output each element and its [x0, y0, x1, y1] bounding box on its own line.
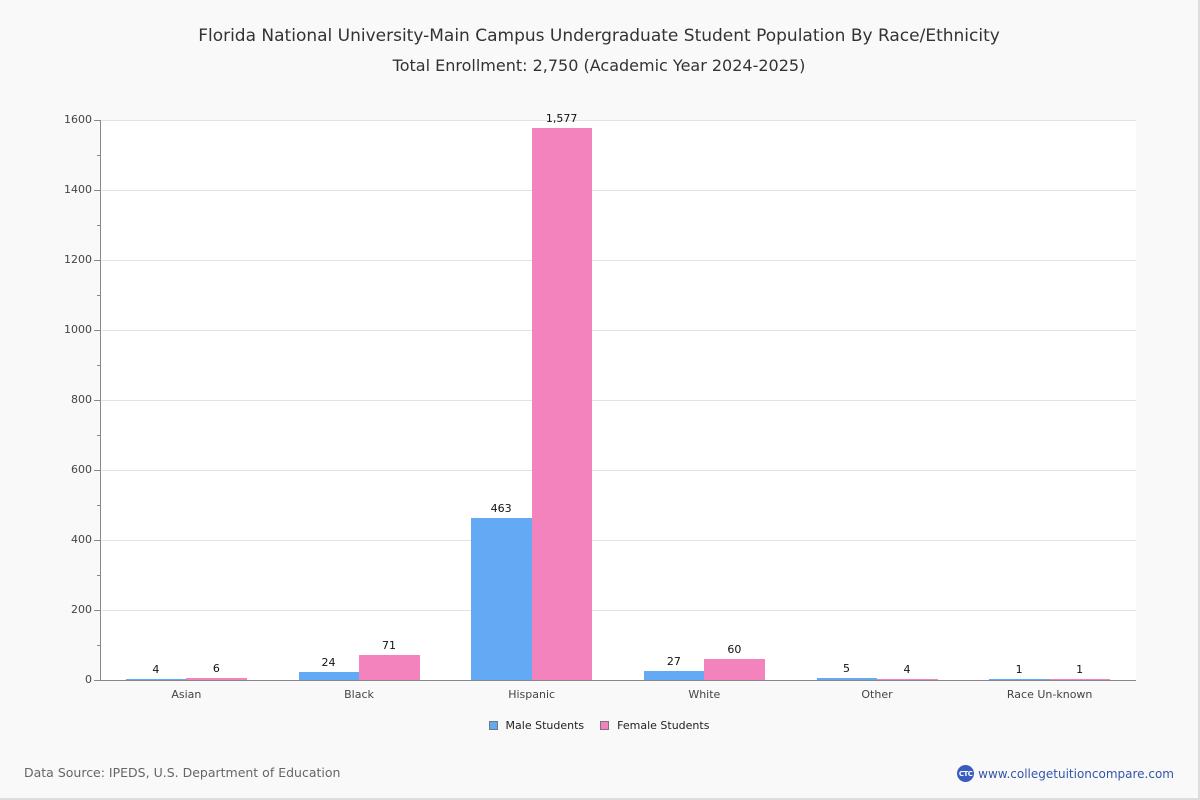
y-tick-mark: [94, 260, 100, 261]
y-tick-label: 1600: [64, 113, 92, 126]
y-tick-mark: [94, 190, 100, 191]
legend-label-male: Male Students: [505, 719, 585, 732]
y-tick-label: 1400: [64, 183, 92, 196]
y-minor-tick: [97, 435, 100, 436]
y-tick-mark: [94, 610, 100, 611]
brand-link[interactable]: CTC www.collegetuitioncompare.com: [957, 765, 1174, 782]
chart-title: Florida National University-Main Campus …: [198, 26, 1000, 46]
bar-male-other[interactable]: [816, 678, 877, 680]
bar-female-black[interactable]: [359, 655, 420, 680]
gridline: [100, 540, 1136, 541]
bar-male-race-un-known[interactable]: [989, 679, 1050, 680]
y-tick-mark: [94, 680, 100, 681]
gridline: [100, 400, 1136, 401]
y-tick-label: 200: [71, 603, 92, 616]
y-tick-label: 1000: [64, 323, 92, 336]
y-minor-tick: [97, 365, 100, 366]
plot-area: [100, 120, 1136, 680]
x-category-label: White: [688, 688, 721, 701]
bar-value-label: 463: [490, 501, 512, 515]
legend-label-female: Female Students: [617, 719, 710, 732]
y-tick-mark: [94, 470, 100, 471]
x-category-label: Black: [344, 688, 374, 701]
y-axis-line: [100, 120, 101, 681]
bar-female-other[interactable]: [877, 678, 938, 680]
bar-value-label: 4: [152, 662, 160, 676]
bar-value-label: 71: [382, 639, 396, 653]
y-minor-tick: [97, 505, 100, 506]
gridline: [100, 260, 1136, 261]
y-tick-mark: [94, 330, 100, 331]
y-minor-tick: [97, 225, 100, 226]
gridline: [100, 610, 1136, 611]
x-axis-line: [100, 680, 1136, 681]
legend-item-female[interactable]: Female Students: [600, 719, 709, 732]
gridline: [100, 470, 1136, 471]
y-tick-mark: [94, 400, 100, 401]
legend-item-male[interactable]: Male Students: [488, 719, 585, 732]
chart-subtitle: Total Enrollment: 2,750 (Academic Year 2…: [392, 56, 806, 75]
x-category-label: Race Un-known: [1006, 688, 1093, 701]
y-tick-label: 600: [71, 463, 92, 476]
y-minor-tick: [97, 295, 100, 296]
gridline: [100, 190, 1136, 191]
x-category-label: Asian: [171, 688, 202, 701]
legend: Male Students Female Students: [0, 719, 1198, 732]
ctc-logo-icon: CTC: [957, 765, 975, 782]
y-tick-mark: [94, 120, 100, 121]
y-tick-label: 400: [71, 533, 92, 546]
bar-male-hispanic[interactable]: [471, 517, 532, 680]
y-tick-mark: [94, 540, 100, 541]
brand-url: www.collegetuitioncompare.com: [978, 766, 1174, 781]
y-minor-tick: [97, 645, 100, 646]
data-source: Data Source: IPEDS, U.S. Department of E…: [24, 765, 341, 780]
x-category-label: Hispanic: [508, 688, 556, 701]
bar-value-label: 1,577: [545, 112, 578, 126]
bar-value-label: 1: [1076, 663, 1084, 677]
bar-value-label: 1: [1015, 663, 1023, 677]
y-tick-label: 0: [85, 673, 92, 686]
y-tick-label: 1200: [64, 253, 92, 266]
x-category-label: Other: [861, 688, 893, 701]
male-swatch-icon: [488, 721, 498, 730]
bar-value-label: 24: [321, 655, 336, 669]
bar-female-race-un-known[interactable]: [1049, 679, 1111, 680]
y-minor-tick: [97, 575, 100, 576]
gridline: [100, 330, 1136, 331]
bar-value-label: 6: [212, 661, 220, 675]
bar-male-asian[interactable]: [125, 678, 187, 680]
bar-female-white[interactable]: [704, 659, 765, 680]
bar-female-asian[interactable]: [186, 677, 247, 680]
bar-value-label: 60: [727, 643, 742, 656]
bar-male-white[interactable]: [643, 670, 705, 680]
y-tick-label: 800: [71, 393, 92, 406]
bar-value-label: 27: [666, 654, 681, 668]
y-minor-tick: [97, 155, 100, 156]
gridline: [100, 120, 1136, 121]
bar-female-hispanic[interactable]: [531, 128, 593, 680]
bar-value-label: 5: [843, 662, 850, 676]
bar-male-black[interactable]: [298, 671, 359, 680]
bar-value-label: 4: [903, 662, 911, 676]
female-swatch-icon: [600, 721, 610, 730]
